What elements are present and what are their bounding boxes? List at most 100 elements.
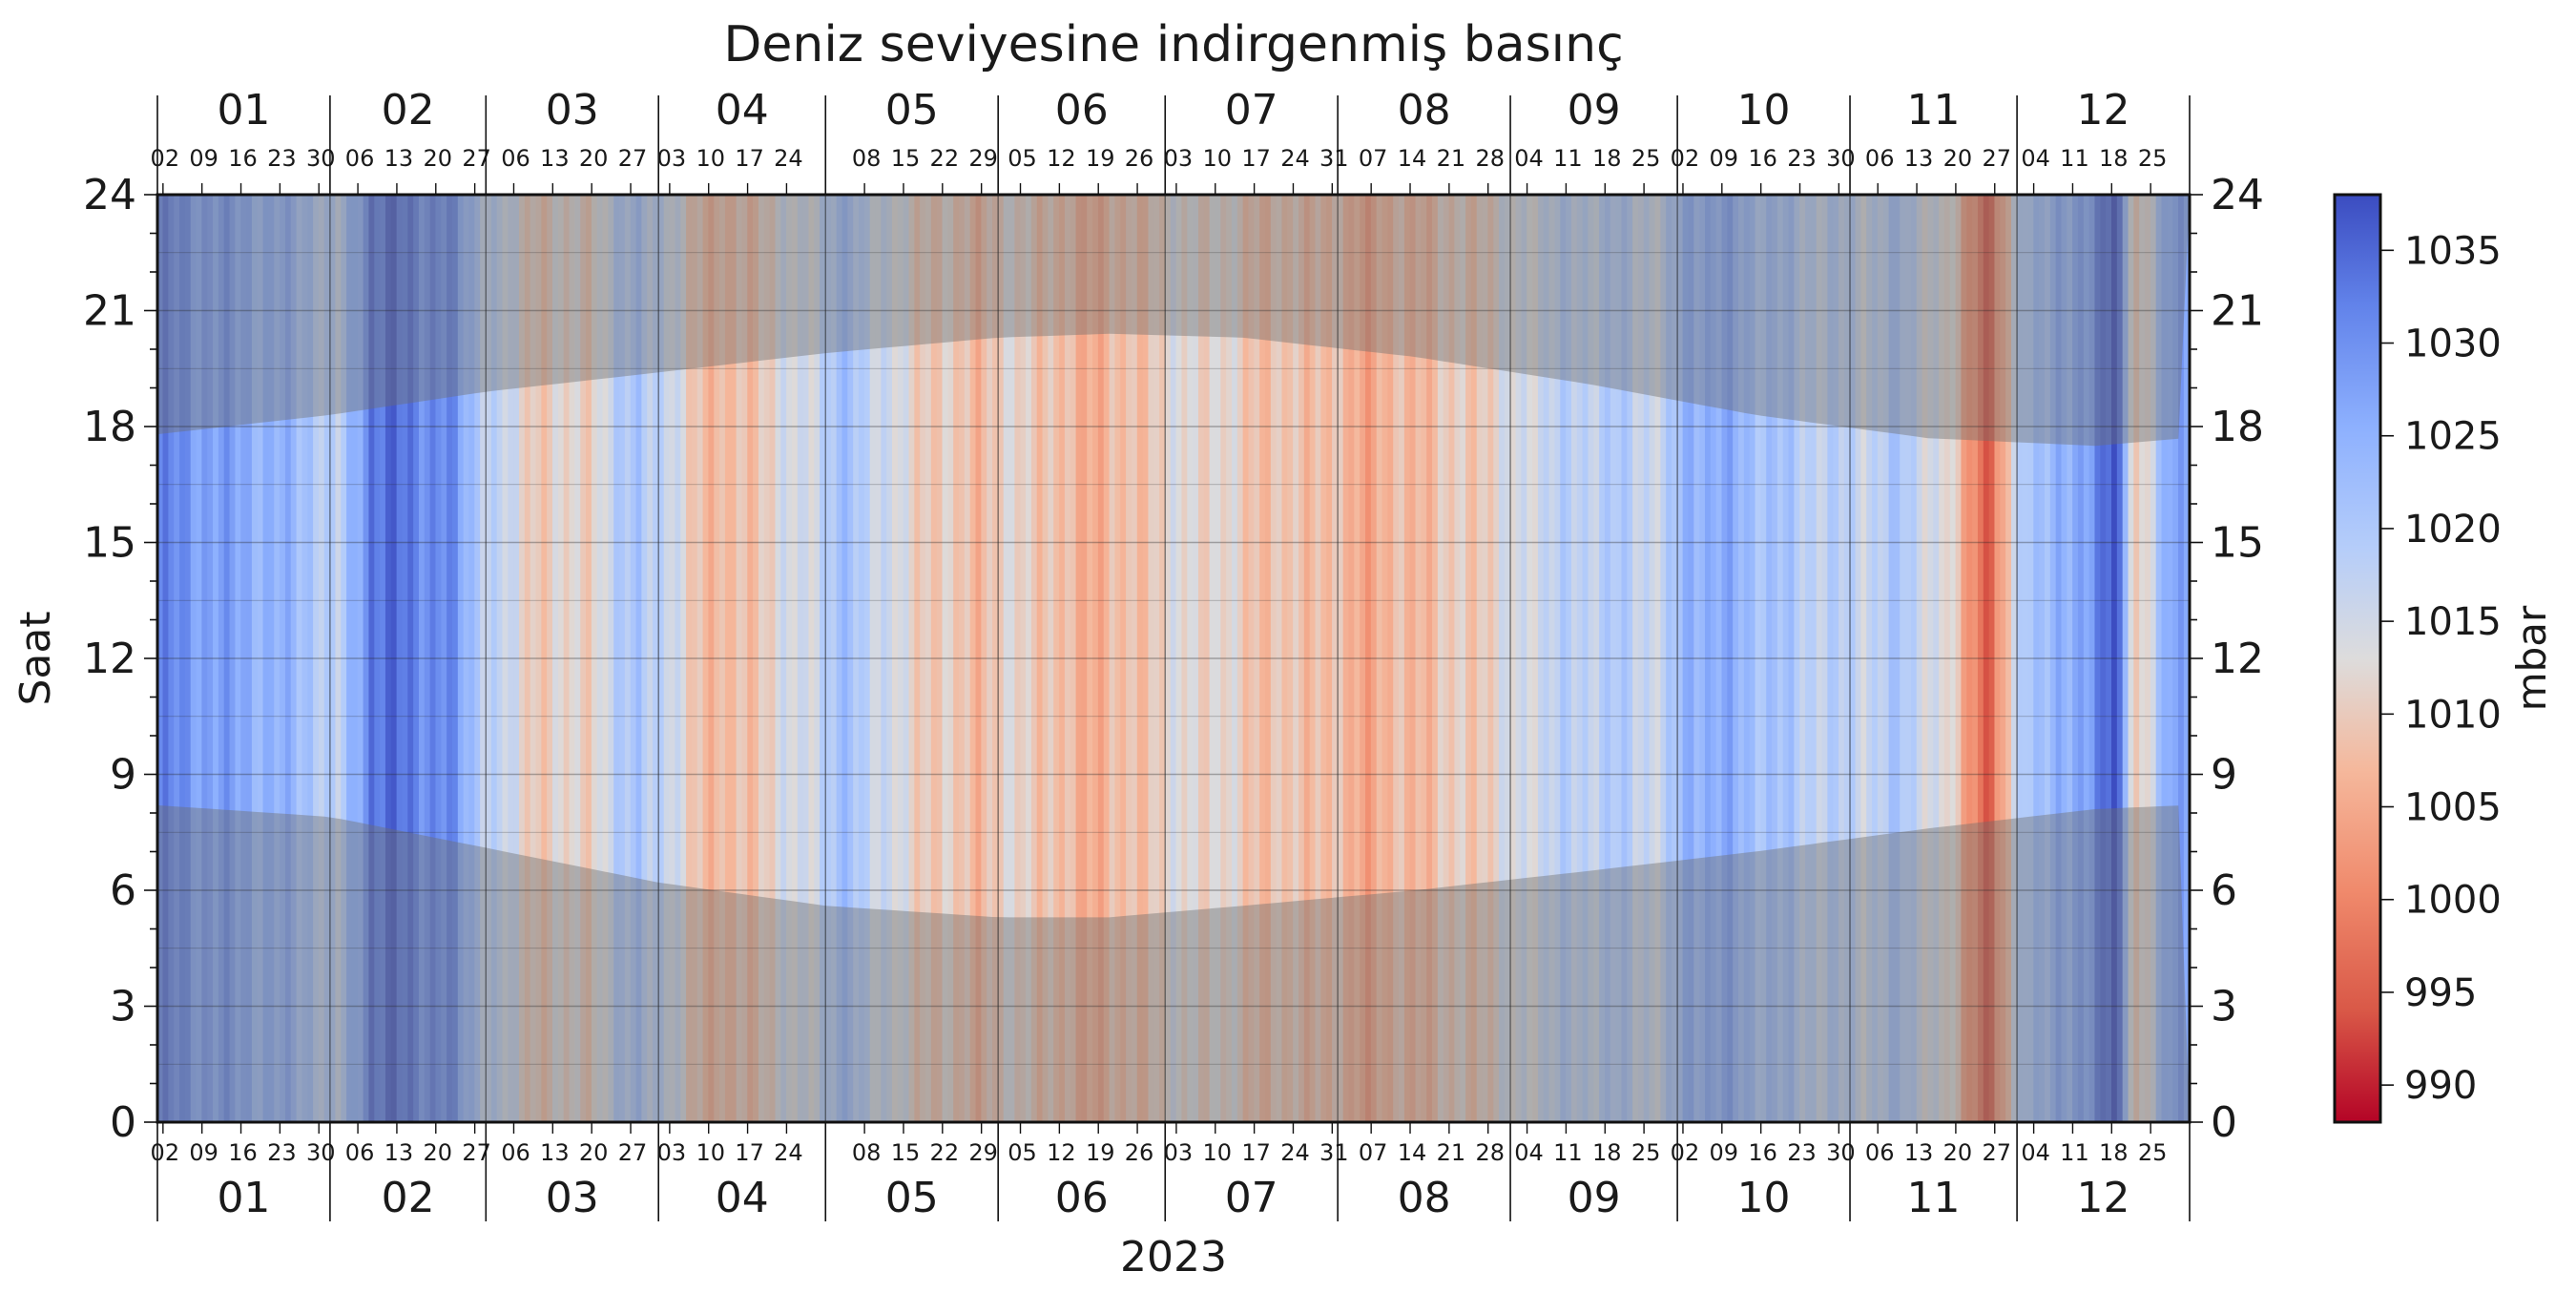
y-tick-label-right: 6 — [2211, 866, 2237, 915]
heat-cell — [1348, 195, 1355, 1122]
x-axis-label: 2023 — [1120, 1233, 1227, 1282]
day-label-bottom: 24 — [774, 1139, 803, 1166]
heat-cell — [1003, 195, 1010, 1122]
day-label-bottom: 13 — [540, 1139, 570, 1166]
heat-cell — [2005, 195, 2012, 1122]
heat-cell — [1610, 195, 1617, 1122]
heat-cell — [384, 195, 392, 1122]
day-label-bottom: 23 — [267, 1139, 297, 1166]
heat-cell — [1576, 195, 1584, 1122]
heat-cell — [1649, 195, 1656, 1122]
heat-cell — [1894, 195, 1901, 1122]
heat-cell — [1248, 195, 1255, 1122]
heat-cell — [441, 195, 447, 1122]
heat-cell — [2067, 195, 2073, 1122]
heat-cell — [2172, 195, 2179, 1122]
heat-cell — [574, 195, 581, 1122]
heat-cell — [786, 195, 793, 1122]
heat-cell — [964, 195, 971, 1122]
heat-cell — [1588, 195, 1594, 1122]
heat-cell — [1075, 195, 1083, 1122]
heat-cell — [1570, 195, 1578, 1122]
heat-cell — [1839, 195, 1845, 1122]
heat-cell — [763, 195, 771, 1122]
colorbar-tick-label: 1030 — [2404, 323, 2502, 366]
heat-cell — [1527, 195, 1533, 1122]
day-label-bottom: 06 — [345, 1139, 375, 1166]
heat-cell — [1409, 195, 1417, 1122]
heat-cell — [1688, 195, 1694, 1122]
day-label-bottom: 31 — [1319, 1139, 1349, 1166]
heat-cell — [1376, 195, 1383, 1122]
day-label-top: 20 — [1943, 145, 1973, 172]
night-evening-band — [157, 195, 2190, 447]
heat-cell — [1026, 195, 1032, 1122]
heat-cell — [280, 195, 286, 1122]
y-tick-label-left: 18 — [83, 403, 136, 451]
heat-cell — [1872, 195, 1879, 1122]
y-tick-label-right: 18 — [2211, 403, 2264, 451]
heat-cell — [1499, 195, 1506, 1122]
month-label-bottom: 12 — [2077, 1174, 2130, 1222]
heat-cell — [1281, 195, 1288, 1122]
heat-cell — [1621, 195, 1628, 1122]
day-label-top: 22 — [930, 145, 960, 172]
heat-cell — [1532, 195, 1539, 1122]
heat-cell — [719, 195, 726, 1122]
day-label-bottom: 19 — [1086, 1139, 1115, 1166]
heat-cell — [1148, 195, 1154, 1122]
heat-cell — [341, 195, 347, 1122]
heat-cell — [2167, 195, 2173, 1122]
heat-cell — [1994, 195, 2001, 1122]
day-label-top: 23 — [1787, 145, 1817, 172]
heat-cell — [246, 195, 253, 1122]
heat-cell — [1705, 195, 1712, 1122]
heat-cell — [987, 195, 993, 1122]
day-label-top: 06 — [345, 145, 375, 172]
heat-cell — [624, 195, 632, 1122]
heat-cell — [1059, 195, 1066, 1122]
month-label-bottom: 07 — [1225, 1174, 1278, 1222]
heat-cell — [563, 195, 571, 1122]
heat-cell — [1721, 195, 1728, 1122]
heat-cell — [329, 195, 337, 1122]
heat-cell — [1036, 195, 1044, 1122]
heat-cell — [1226, 195, 1233, 1122]
heat-cell — [1548, 195, 1556, 1122]
heat-cell — [184, 195, 192, 1122]
heat-cell — [1627, 195, 1633, 1122]
heat-cell — [323, 195, 331, 1122]
heat-cell — [162, 195, 169, 1122]
heat-cell — [1843, 195, 1851, 1122]
heat-cell — [797, 195, 804, 1122]
heat-cell — [1660, 195, 1667, 1122]
day-label-bottom: 22 — [930, 1139, 960, 1166]
day-label-bottom: 11 — [2060, 1139, 2089, 1166]
heat-cell — [635, 195, 642, 1122]
day-label-top: 21 — [1437, 145, 1466, 172]
heat-cell — [541, 195, 548, 1122]
heat-cell — [223, 195, 231, 1122]
heat-cell — [1087, 195, 1093, 1122]
day-label-top: 03 — [1164, 145, 1194, 172]
heat-cell — [758, 195, 765, 1122]
heat-cell — [284, 195, 292, 1122]
heat-cell — [1693, 195, 1700, 1122]
day-label-top: 03 — [657, 145, 687, 172]
heat-cell — [1482, 195, 1489, 1122]
heat-cell — [380, 195, 386, 1122]
day-label-bottom: 27 — [1982, 1139, 2011, 1166]
heat-cell — [1153, 195, 1160, 1122]
heat-cell — [969, 195, 977, 1122]
day-label-bottom: 20 — [579, 1139, 609, 1166]
heat-cell — [1515, 195, 1523, 1122]
heat-cell — [2133, 195, 2140, 1122]
heat-cell — [1460, 195, 1466, 1122]
heat-cell — [257, 195, 264, 1122]
heat-cell — [1860, 195, 1867, 1122]
heat-cell — [1905, 195, 1912, 1122]
day-label-top: 10 — [1202, 145, 1232, 172]
heat-cell — [1320, 195, 1327, 1122]
heat-cell — [1287, 195, 1294, 1122]
